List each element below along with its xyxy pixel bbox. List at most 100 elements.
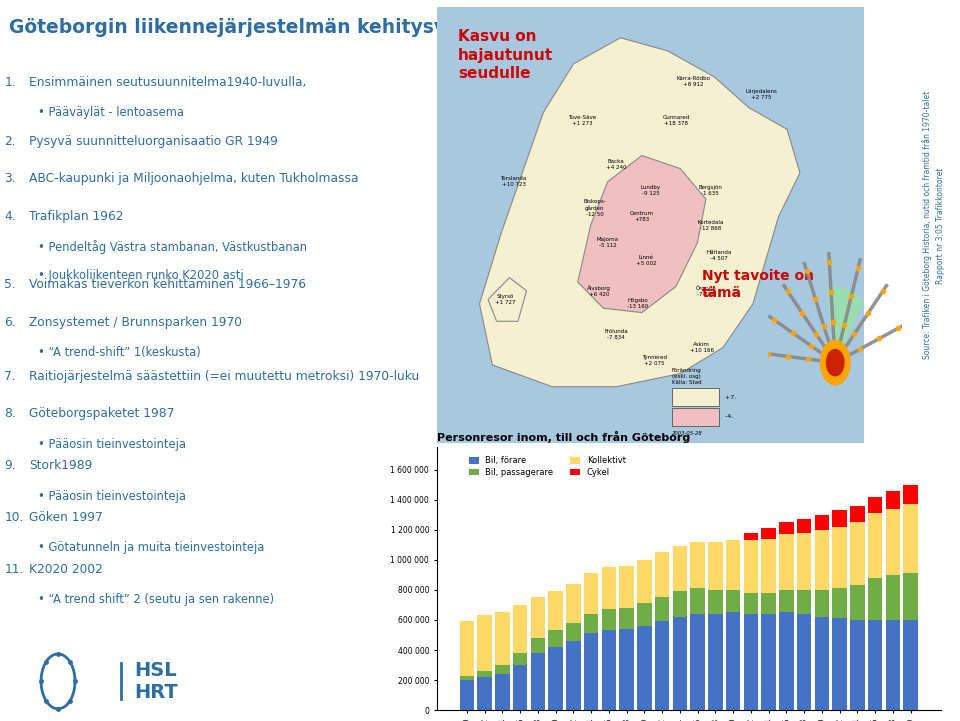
Text: Trafikplan 1962: Trafikplan 1962 [29,210,124,223]
Wedge shape [827,287,864,363]
Bar [744,533,758,540]
Bar [780,612,794,710]
Bar [673,591,687,617]
Text: 6.: 6. [5,316,16,329]
Text: Tynnered
+2 075: Tynnered +2 075 [642,355,667,366]
Bar [602,567,616,609]
Bar [832,527,847,588]
Bar [690,588,705,614]
Bar [495,674,510,710]
Bar [655,552,669,598]
Text: • Pääosin tieinvestointeja: • Pääosin tieinvestointeja [38,490,186,503]
Bar [602,630,616,710]
Polygon shape [488,278,526,322]
Bar [797,614,811,710]
Bar [548,630,563,647]
Bar [513,653,527,665]
Text: Lundby
-9 125: Lundby -9 125 [640,185,660,196]
Text: Befolkningsutveckling i Göteborg och dess olika sta: Befolkningsutveckling i Göteborg och des… [445,461,642,470]
Bar [815,530,829,590]
Text: 7.: 7. [5,370,16,383]
Bar [815,617,829,710]
Text: • Pääosin tieinvestointeja: • Pääosin tieinvestointeja [38,438,186,451]
Bar [477,616,492,671]
Bar [744,614,758,710]
Bar [903,573,918,620]
Bar [460,680,474,710]
Text: 11.: 11. [5,563,24,576]
Bar [885,620,900,710]
Text: Göteborgspaketet 1987: Göteborgspaketet 1987 [29,407,175,420]
Bar [602,609,616,630]
Bar [637,559,652,603]
Text: Kortedala
-12 868: Kortedala -12 868 [697,220,724,231]
Bar [584,614,598,634]
Bar [744,593,758,614]
Bar [655,622,669,710]
Text: Tuve-Säve
+1 273: Tuve-Säve +1 273 [568,115,596,126]
Bar [851,585,865,620]
Bar [832,588,847,619]
Text: • Pendeltåg Västra stambanan, Västkustbanan: • Pendeltåg Västra stambanan, Västkustba… [38,240,307,254]
Bar [584,634,598,710]
Bar [673,547,687,591]
Text: Biskops-
gården
-12 50: Biskops- gården -12 50 [584,199,606,216]
Text: Högsbo
-13 160: Högsbo -13 160 [627,298,648,309]
Bar [726,540,740,590]
Text: Göteborgin liikennejärjestelmän kehitysvaiheita: Göteborgin liikennejärjestelmän kehitysv… [9,18,519,37]
Bar [477,677,492,710]
Bar [566,584,581,623]
Text: Zonsystemet / Brunnsparken 1970: Zonsystemet / Brunnsparken 1970 [29,316,242,329]
Bar [708,614,723,710]
Text: Gunnared
+18 378: Gunnared +18 378 [662,115,689,126]
Bar [672,407,719,426]
Text: 5.: 5. [5,278,16,291]
Text: • Joukkoliikenteen runko K2020 asti: • Joukkoliikenteen runko K2020 asti [38,269,244,282]
Bar [885,490,900,509]
Bar [477,671,492,677]
Bar [851,620,865,710]
Text: Raitiojärjestelmä säästettiin (=ei muutettu metroksi) 1970-luku: Raitiojärjestelmä säästettiin (=ei muute… [29,370,420,383]
Bar [513,665,527,710]
Text: Förändring
(exkl. osg)
Källa: Stad: Förändring (exkl. osg) Källa: Stad [672,368,702,384]
Bar [708,541,723,590]
Bar [797,519,811,533]
Bar [637,603,652,626]
Bar [690,541,705,588]
Bar [851,522,865,585]
Text: +7.: +7. [723,394,736,399]
Text: Source: Trafiken i Göteborg Historia, nutid och framtid från 1970-talet
Rapport : Source: Trafiken i Göteborg Historia, nu… [923,91,945,360]
Bar [672,388,719,407]
Bar [726,590,740,612]
Text: Kärra-Rödbo
+8 912: Kärra-Rödbo +8 912 [676,76,710,87]
Text: Majorna
-5 112: Majorna -5 112 [596,237,619,248]
Text: Personresor inom, till och från Göteborg: Personresor inom, till och från Göteborg [437,431,690,443]
Circle shape [827,350,844,376]
Text: Askim
+10 166: Askim +10 166 [689,342,713,353]
Text: 4.: 4. [5,210,16,223]
Text: K2020 2002: K2020 2002 [29,563,103,576]
Text: Älvsborg
+6 420: Älvsborg +6 420 [588,285,612,296]
Bar [708,590,723,614]
Text: 2.: 2. [5,135,16,148]
Text: ABC-kaupunki ja Miljoonaohjelma, kuten Tukholmassa: ABC-kaupunki ja Miljoonaohjelma, kuten T… [29,172,358,185]
Text: Lärjedalens
+2 775: Lärjedalens +2 775 [746,89,778,99]
Bar [780,522,794,534]
Text: 9.: 9. [5,459,16,472]
Bar [797,533,811,590]
Bar [903,485,918,504]
Polygon shape [480,37,800,386]
Bar [531,653,545,710]
Bar [531,638,545,653]
Text: • “A trend-shift” 1(keskusta): • “A trend-shift” 1(keskusta) [38,346,201,359]
Text: Torslanda
+10 723: Torslanda +10 723 [500,177,527,187]
Text: Göken 1997: Göken 1997 [29,511,103,524]
Bar [885,509,900,575]
Text: 8.: 8. [5,407,16,420]
Bar [619,629,634,710]
Text: Bergsjön
-1 635: Bergsjön -1 635 [698,185,722,196]
Bar [531,598,545,638]
Bar [495,665,510,674]
Text: Härlanda
-4 507: Härlanda -4 507 [706,250,732,261]
Text: Frölunda
-7 834: Frölunda -7 834 [605,329,628,340]
